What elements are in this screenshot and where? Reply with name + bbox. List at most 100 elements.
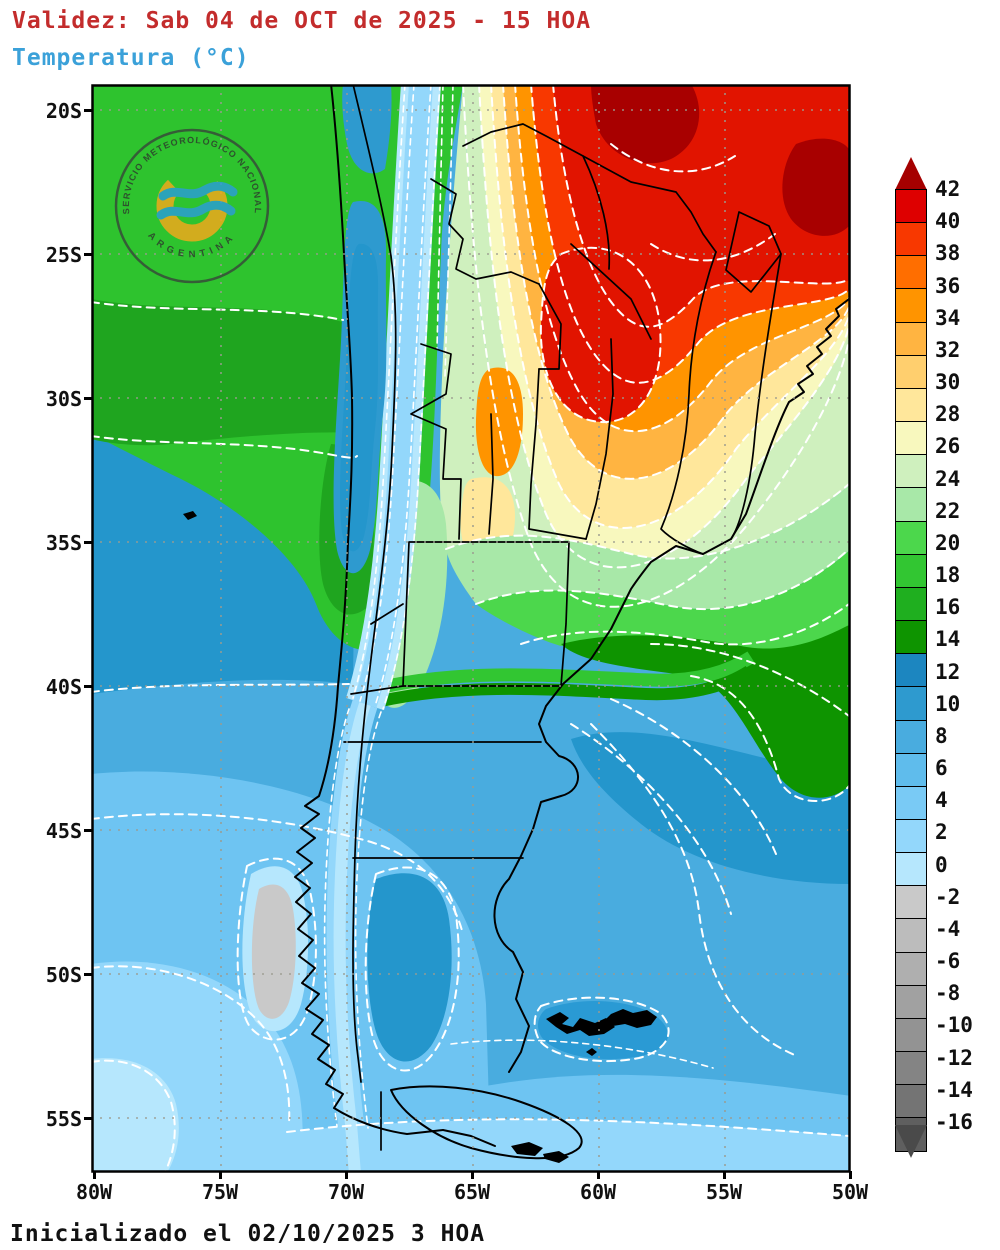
- lat-tick: [84, 829, 92, 832]
- lat-label-55S: 55S: [45, 1107, 82, 1131]
- init-time-label: Inicializado el 02/10/2025 3 HOA: [10, 1221, 486, 1247]
- colorbar-cell: [896, 818, 926, 853]
- colorbar-level--12: -12: [935, 1045, 973, 1070]
- lon-tick: [93, 1171, 96, 1179]
- colorbar-level--2: -2: [935, 884, 961, 909]
- colorbar-cell: [896, 1017, 926, 1052]
- colorbar-level-10: 10: [935, 691, 961, 716]
- lat-tick: [84, 397, 92, 400]
- lon-label-70W: 70W: [327, 1180, 365, 1204]
- lon-label-80W: 80W: [75, 1180, 113, 1204]
- lon-label-60W: 60W: [579, 1180, 617, 1204]
- colorbar-cell: [896, 1051, 926, 1085]
- colorbar-level-22: 22: [935, 498, 961, 523]
- colorbar-cell: [896, 454, 926, 488]
- colorbar-level-26: 26: [935, 434, 961, 459]
- colorbar-arrow-up-icon: [895, 157, 927, 190]
- hot-region: [439, 85, 850, 607]
- colorbar-level-12: 12: [935, 659, 961, 684]
- colorbar-level-18: 18: [935, 563, 961, 588]
- colorbar-level--4: -4: [935, 916, 961, 941]
- contour-lines: [92, 85, 850, 1172]
- colorbar-level-32: 32: [935, 337, 961, 362]
- colorbar-cell: [896, 553, 926, 587]
- lon-label-75W: 75W: [201, 1180, 239, 1204]
- colorbar-cell: [896, 984, 926, 1018]
- colorbar-level-0: 0: [935, 852, 948, 877]
- colorbar-cell: [896, 190, 926, 223]
- colorbar-cell: [896, 421, 926, 455]
- colorbar-cells: [895, 189, 927, 1152]
- colorbar-cell: [896, 885, 926, 919]
- colorbar-level-6: 6: [935, 756, 948, 781]
- lon-tick: [723, 1171, 726, 1179]
- colorbar-level-30: 30: [935, 370, 961, 395]
- lat-tick: [84, 541, 92, 544]
- lat-tick: [84, 253, 92, 256]
- colorbar-cell: [896, 918, 926, 952]
- colorbar-level-28: 28: [935, 402, 961, 427]
- colorbar-level--16: -16: [935, 1109, 973, 1134]
- validity-title: Validez: Sab 04 de OCT de 2025 - 15 HOA: [12, 8, 592, 34]
- colorbar-cell: [896, 1084, 926, 1118]
- colorbar-cell: [896, 354, 926, 388]
- colorbar-cell: [896, 288, 926, 322]
- colorbar-cell: [896, 321, 926, 355]
- coastline: [183, 85, 850, 1163]
- lon-label-50W: 50W: [831, 1180, 869, 1204]
- graticule: [92, 85, 850, 1172]
- colorbar-cell: [896, 951, 926, 985]
- colorbar-cell: [896, 785, 926, 819]
- colorbar-cell: [896, 852, 926, 886]
- colorbar-level-36: 36: [935, 273, 961, 298]
- colorbar-level--14: -14: [935, 1077, 973, 1102]
- lat-label-35S: 35S: [45, 531, 82, 555]
- colorbar-cell: [896, 686, 926, 720]
- colorbar-level-8: 8: [935, 723, 948, 748]
- colorbar-cell: [896, 387, 926, 422]
- colorbar-level-2: 2: [935, 820, 948, 845]
- lat-tick: [84, 685, 92, 688]
- glacier-area: [242, 866, 309, 1032]
- colorbar-level--8: -8: [935, 981, 961, 1006]
- lon-tick: [345, 1171, 348, 1179]
- colorbar-level-24: 24: [935, 466, 961, 491]
- colorbar-level--10: -10: [935, 1013, 973, 1038]
- colorbar-level-38: 38: [935, 241, 961, 266]
- colorbar-level-4: 4: [935, 788, 948, 813]
- lon-tick: [219, 1171, 222, 1179]
- colorbar-cell: [896, 255, 926, 289]
- colorbar-cell: [896, 752, 926, 786]
- lat-label-30S: 30S: [45, 387, 82, 411]
- lat-label-20S: 20S: [45, 99, 82, 123]
- colorbar-cell: [896, 586, 926, 621]
- colorbar-level-16: 16: [935, 595, 961, 620]
- logo-wave-icon: [156, 200, 236, 220]
- lat-label-45S: 45S: [45, 819, 82, 843]
- colorbar-cell: [896, 520, 926, 554]
- lat-tick: [84, 109, 92, 112]
- temperature-map: SERVICIO METEOROLÓGICO NACIONAL ARGENTIN…: [91, 84, 851, 1173]
- lon-label-55W: 55W: [705, 1180, 743, 1204]
- colorbar-level--6: -6: [935, 949, 961, 974]
- colorbar-cell: [896, 653, 926, 687]
- colorbar-cell: [896, 487, 926, 521]
- lat-label-40S: 40S: [45, 675, 82, 699]
- lon-tick: [471, 1171, 474, 1179]
- lon-tick: [597, 1171, 600, 1179]
- lat-label-25S: 25S: [45, 243, 82, 267]
- patagonia-details: [242, 866, 668, 1062]
- colorbar-level-20: 20: [935, 530, 961, 555]
- lon-label-65W: 65W: [453, 1180, 491, 1204]
- colorbar-cell: [896, 620, 926, 654]
- lon-tick: [849, 1171, 852, 1179]
- lat-tick: [84, 1117, 92, 1120]
- colorbar-cell: [896, 222, 926, 256]
- colorbar-level-40: 40: [935, 209, 961, 234]
- colorbar-cell: [896, 719, 926, 753]
- lat-label-50S: 50S: [45, 963, 82, 987]
- logo-wave-icon: [158, 181, 238, 201]
- colorbar-level-34: 34: [935, 305, 961, 330]
- colorbar-level-42: 42: [935, 177, 961, 201]
